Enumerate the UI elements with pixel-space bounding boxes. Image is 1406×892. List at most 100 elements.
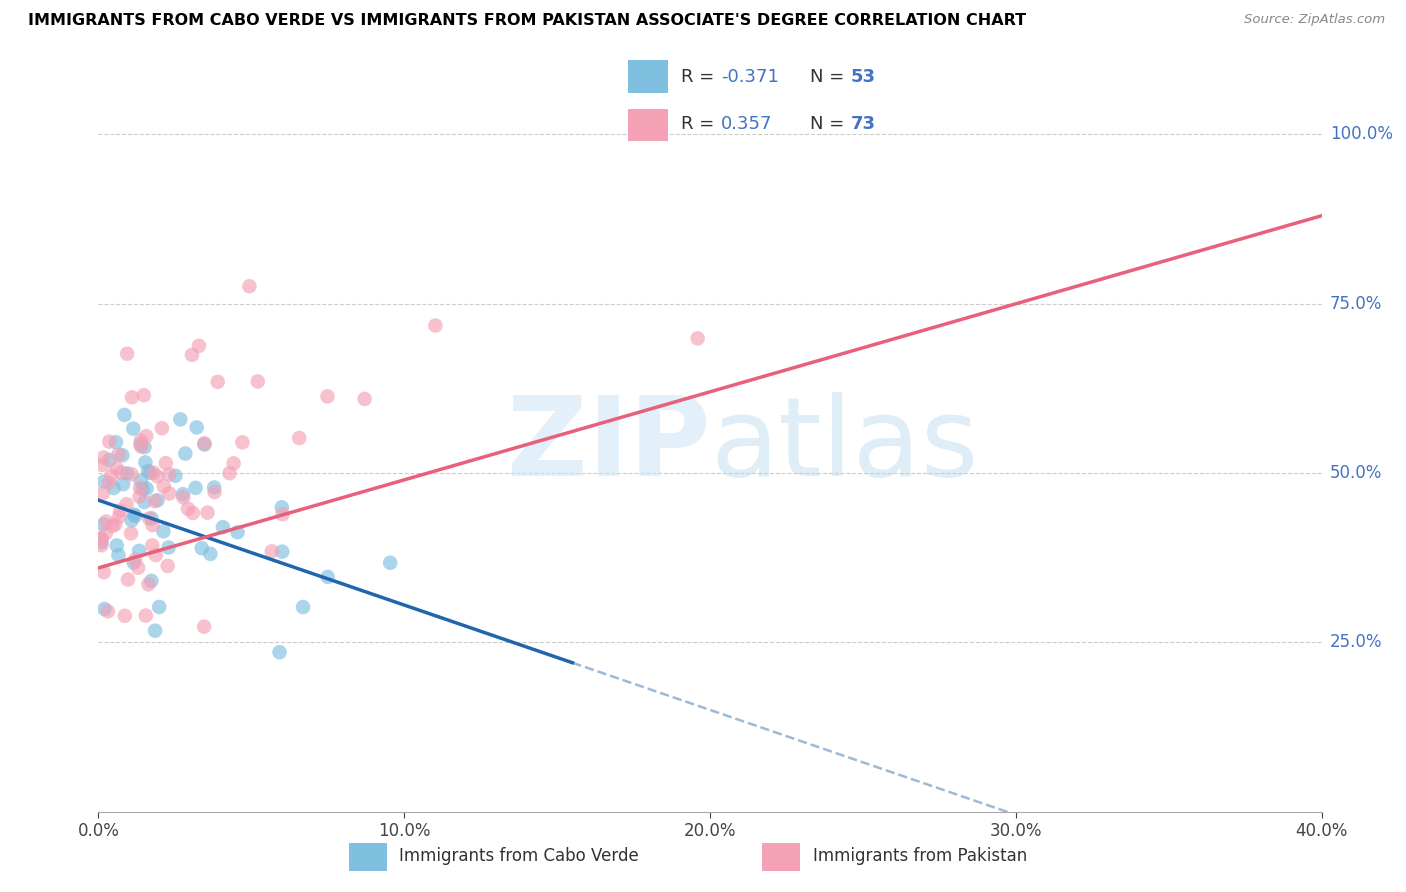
Point xyxy=(93,517,115,532)
Point xyxy=(260,544,283,558)
Point xyxy=(156,558,179,573)
Point xyxy=(143,494,166,508)
Point xyxy=(186,420,208,434)
Point xyxy=(271,507,294,521)
Point xyxy=(155,456,177,470)
Point xyxy=(218,467,240,481)
Point xyxy=(93,475,115,489)
Point xyxy=(108,504,131,518)
Point xyxy=(316,570,339,584)
Point xyxy=(138,577,160,591)
Point xyxy=(193,620,215,634)
Text: IMMIGRANTS FROM CABO VERDE VS IMMIGRANTS FROM PAKISTAN ASSOCIATE'S DEGREE CORREL: IMMIGRANTS FROM CABO VERDE VS IMMIGRANTS… xyxy=(28,13,1026,29)
Point xyxy=(128,544,150,558)
Point xyxy=(316,389,339,403)
Point xyxy=(90,538,112,552)
Point xyxy=(124,552,146,566)
Point xyxy=(135,429,157,443)
Point xyxy=(122,508,145,522)
Point xyxy=(114,608,136,623)
Point xyxy=(122,556,145,570)
Point xyxy=(108,510,131,524)
Point xyxy=(207,375,229,389)
Point xyxy=(246,375,269,389)
Point xyxy=(197,506,219,520)
Point xyxy=(103,481,125,495)
Point xyxy=(141,538,163,552)
Text: R =: R = xyxy=(681,68,720,86)
Point xyxy=(138,511,160,525)
Point xyxy=(148,599,170,614)
Point xyxy=(231,435,253,450)
Point xyxy=(270,500,292,515)
Point xyxy=(90,532,112,546)
Point xyxy=(226,525,249,540)
Point xyxy=(134,440,156,454)
Point xyxy=(187,339,209,353)
Text: 50.0%: 50.0% xyxy=(1330,464,1382,482)
Point xyxy=(157,541,180,555)
Point xyxy=(135,608,157,623)
Point xyxy=(101,519,124,533)
Bar xyxy=(628,109,668,141)
Point xyxy=(111,448,134,462)
Text: 75.0%: 75.0% xyxy=(1330,294,1382,313)
Point xyxy=(129,440,152,454)
Bar xyxy=(628,61,668,93)
Point xyxy=(91,486,114,500)
Point xyxy=(112,477,135,491)
Point xyxy=(115,497,138,511)
Point xyxy=(129,474,152,488)
Point xyxy=(425,318,447,333)
Point xyxy=(112,408,135,422)
Text: 53: 53 xyxy=(851,68,876,86)
Point xyxy=(129,434,152,448)
Point xyxy=(91,458,114,472)
Point xyxy=(193,436,215,450)
Text: N =: N = xyxy=(810,68,851,86)
Point xyxy=(97,604,120,618)
Point xyxy=(127,560,149,574)
Point xyxy=(93,565,115,579)
Text: 0.357: 0.357 xyxy=(721,115,772,133)
Point xyxy=(172,491,194,505)
Point xyxy=(145,548,167,562)
Point xyxy=(292,600,315,615)
Point xyxy=(121,513,143,527)
Point xyxy=(90,535,112,549)
Point xyxy=(238,279,260,293)
Point xyxy=(169,412,191,426)
Point xyxy=(141,574,163,588)
Point xyxy=(269,645,291,659)
Point xyxy=(139,466,162,480)
Text: ZIP: ZIP xyxy=(506,392,710,500)
Point xyxy=(143,624,166,638)
Point xyxy=(105,461,128,475)
Point xyxy=(686,331,709,345)
Point xyxy=(150,421,173,435)
Point xyxy=(100,468,122,483)
Point xyxy=(184,481,207,495)
Point xyxy=(107,448,129,462)
Point xyxy=(129,437,152,451)
Point xyxy=(115,346,138,360)
Point xyxy=(98,453,121,467)
Point xyxy=(104,435,127,450)
Point xyxy=(121,467,143,482)
Point xyxy=(98,434,121,449)
Text: Immigrants from Cabo Verde: Immigrants from Cabo Verde xyxy=(399,847,640,865)
Point xyxy=(212,520,235,534)
Point xyxy=(152,524,174,539)
Point xyxy=(107,548,129,562)
Point xyxy=(146,493,169,508)
Point xyxy=(146,469,169,483)
Bar xyxy=(349,843,387,871)
Text: 73: 73 xyxy=(851,115,876,133)
Point xyxy=(94,515,117,529)
Text: atlas: atlas xyxy=(710,392,979,500)
Point xyxy=(117,573,139,587)
Point xyxy=(157,467,180,482)
Text: 100.0%: 100.0% xyxy=(1330,126,1393,144)
Point xyxy=(93,450,115,465)
Point xyxy=(124,508,146,523)
